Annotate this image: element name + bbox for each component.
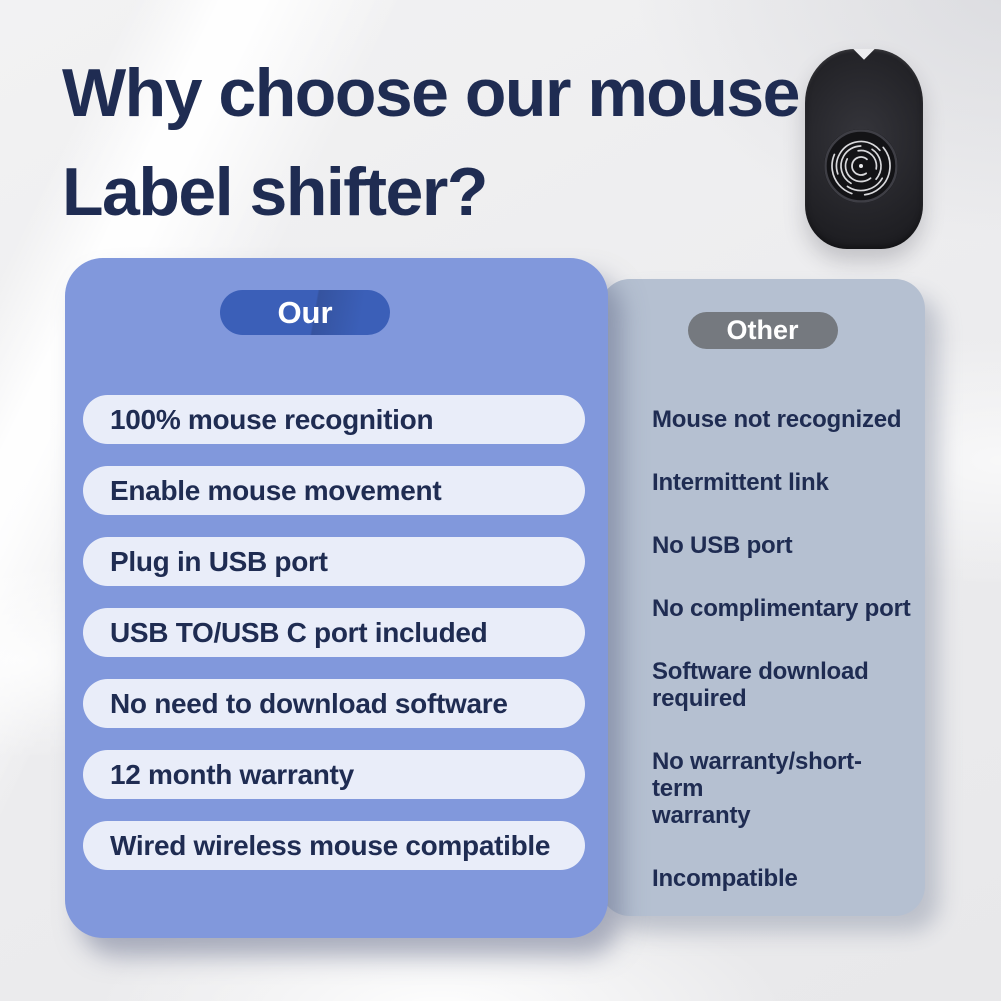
our-feature-text: No need to download software <box>110 687 508 719</box>
title-line-2: Label shifter? <box>62 154 488 230</box>
our-badge: Our <box>220 290 390 335</box>
our-feature-pill: USB TO/USB C port included <box>83 608 585 657</box>
other-feature-text: Mouse not recognized <box>652 406 902 433</box>
other-feature-list: Mouse not recognized Intermittent link N… <box>652 406 911 892</box>
other-feature-text: Intermittent link <box>652 469 829 496</box>
page-title: Why choose our mouse Label shifter? <box>62 44 801 242</box>
product-device-image <box>805 49 923 249</box>
other-feature-text: No warranty/short-term warranty <box>652 748 862 829</box>
our-feature-pill: Wired wireless mouse compatible <box>83 821 585 870</box>
other-feature-text: Incompatible <box>652 865 798 892</box>
our-feature-pill: 100% mouse recognition <box>83 395 585 444</box>
our-feature-list: 100% mouse recognition Enable mouse move… <box>83 395 585 870</box>
other-badge: Other <box>687 312 838 349</box>
our-feature-pill: Plug in USB port <box>83 537 585 586</box>
our-feature-pill: Enable mouse movement <box>83 466 585 515</box>
other-comparison-card: Other Mouse not recognized Intermittent … <box>600 279 925 916</box>
our-feature-text: USB TO/USB C port included <box>110 616 488 648</box>
our-feature-pill: 12 month warranty <box>83 750 585 799</box>
other-feature-text: No complimentary port <box>652 595 911 622</box>
device-spiral-label-icon <box>824 129 898 203</box>
our-comparison-card: Our 100% mouse recognition Enable mouse … <box>65 258 608 938</box>
other-feature-text: Software download required <box>652 658 869 712</box>
title-line-1: Why choose our mouse <box>62 55 801 131</box>
our-feature-text: 12 month warranty <box>110 758 354 790</box>
our-feature-text: Enable mouse movement <box>110 474 442 506</box>
our-feature-text: 100% mouse recognition <box>110 403 434 435</box>
device-notch <box>851 49 877 60</box>
other-feature-text: No USB port <box>652 532 793 559</box>
our-feature-text: Plug in USB port <box>110 545 328 577</box>
our-feature-text: Wired wireless mouse compatible <box>110 829 551 861</box>
our-feature-pill: No need to download software <box>83 679 585 728</box>
